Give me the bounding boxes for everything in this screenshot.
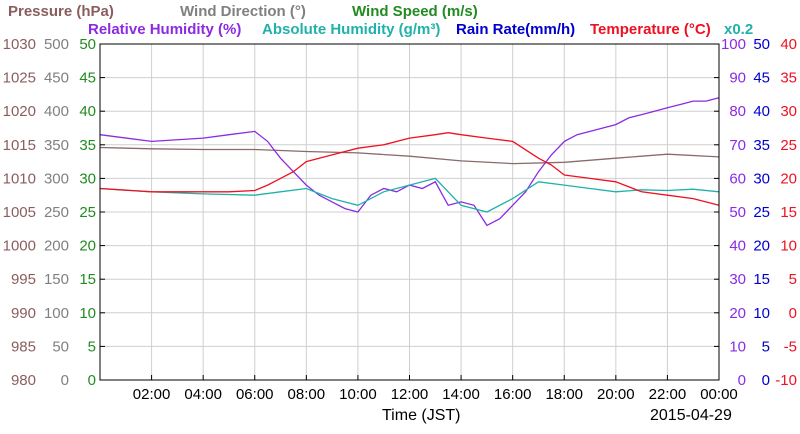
- y-tick-label-wind-dir: 350: [44, 137, 69, 154]
- y-tick-label-wind-dir: 150: [44, 271, 69, 288]
- x-tick-label: 16:00: [494, 386, 532, 403]
- x-axis-label: Time (JST): [382, 407, 461, 424]
- y-tick-label-pressure: 1000: [3, 238, 36, 255]
- y-tick-label-rain: 10: [753, 305, 770, 322]
- x-tick-label: 10:00: [339, 386, 377, 403]
- legend-rain-rate: Rain Rate(mm/h): [456, 21, 575, 38]
- x-tick-label: 14:00: [442, 386, 480, 403]
- y-tick-label-temp: 20: [780, 170, 797, 187]
- series-line-wind-speed: [99, 177, 720, 213]
- y-tick-label-pressure: 990: [11, 305, 36, 322]
- legend-temperature: Temperature (°C): [590, 21, 711, 38]
- y-tick-label-pressure: 985: [11, 338, 36, 355]
- y-tick-label-wind-speed: 25: [79, 204, 96, 221]
- y-tick-label-temp: 30: [780, 103, 797, 120]
- y-tick-label-wind-dir: 400: [44, 103, 69, 120]
- y-tick-label-wind-dir: 0: [61, 372, 69, 389]
- legend-wind-speed: Wind Speed (m/s): [352, 3, 478, 20]
- series-line-rh: [99, 97, 720, 227]
- y-tick-label-wind-dir: 50: [52, 338, 69, 355]
- x-tick-label: 08:00: [288, 386, 326, 403]
- y-tick-label-rain: 50: [753, 36, 770, 53]
- legend-pressure: Pressure (hPa): [8, 3, 114, 20]
- y-tick-label-wind-speed: 50: [79, 36, 96, 53]
- x-tick-label: 06:00: [236, 386, 274, 403]
- axes: 1030102510201015101010051000995990985980…: [3, 36, 797, 389]
- y-tick-label-pressure: 980: [11, 372, 36, 389]
- y-tick-label-rh: 10: [729, 338, 746, 355]
- series-layer: [99, 97, 720, 227]
- y-tick-label-rain: 5: [762, 338, 770, 355]
- y-tick-label-wind-dir: 500: [44, 36, 69, 53]
- y-tick-label-wind-speed: 15: [79, 271, 96, 288]
- y-tick-label-temp: 40: [780, 36, 797, 53]
- x-axis-ticks: 02:00 04:00 06:00 08:00 10:00 12:00 14:00 16:00…: [133, 375, 738, 403]
- y-tick-label-wind-dir: 300: [44, 170, 69, 187]
- y-tick-label-temp: 25: [780, 137, 797, 154]
- y-tick-label-wind-speed: 30: [79, 170, 96, 187]
- y-tick-label-pressure: 1010: [3, 170, 36, 187]
- x-tick-label: 20:00: [597, 386, 635, 403]
- x-tick-label: 18:00: [545, 386, 583, 403]
- x-tick-label: 22:00: [649, 386, 687, 403]
- y-tick-label-pressure: 995: [11, 271, 36, 288]
- y-tick-label-pressure: 1025: [3, 70, 36, 87]
- y-tick-label-rain: 40: [753, 103, 770, 120]
- y-tick-label-wind-dir: 200: [44, 238, 69, 255]
- y-tick-label-wind-speed: 20: [79, 238, 96, 255]
- legend-relative-humidity: Relative Humidity (%): [88, 21, 241, 38]
- y-tick-label-temp: 10: [780, 238, 797, 255]
- y-tick-label-rh: 100: [721, 36, 746, 53]
- legend-row-2: Relative Humidity (%) Absolute Humidity …: [88, 21, 753, 38]
- legend-wind-direction: Wind Direction (°): [180, 3, 306, 20]
- y-tick-label-pressure: 1015: [3, 137, 36, 154]
- y-tick-label-temp: 35: [780, 70, 797, 87]
- x-tick-label: 00:00: [700, 386, 738, 403]
- y-tick-label-rain: 20: [753, 238, 770, 255]
- y-tick-label-rain: 30: [753, 170, 770, 187]
- y-tick-label-rh: 90: [729, 70, 746, 87]
- y-tick-label-rain: 25: [753, 204, 770, 221]
- y-tick-label-rh: 40: [729, 238, 746, 255]
- y-tick-label-temp: -5: [784, 338, 797, 355]
- series-line-temp: [99, 132, 720, 206]
- y-tick-label-pressure: 1020: [3, 103, 36, 120]
- y-tick-label-temp: 15: [780, 204, 797, 221]
- y-tick-label-temp: -10: [775, 372, 797, 389]
- y-tick-label-wind-dir: 100: [44, 305, 69, 322]
- y-tick-label-rh: 60: [729, 170, 746, 187]
- y-tick-label-wind-speed: 45: [79, 70, 96, 87]
- y-tick-label-rain: 35: [753, 137, 770, 154]
- y-tick-label-temp: 0: [789, 305, 797, 322]
- y-tick-label-rain: 15: [753, 271, 770, 288]
- y-tick-label-rh: 30: [729, 271, 746, 288]
- x-tick-label: 02:00: [133, 386, 171, 403]
- y-tick-label-rh: 80: [729, 103, 746, 120]
- y-tick-label-wind-speed: 35: [79, 137, 96, 154]
- y-tick-label-wind-speed: 10: [79, 305, 96, 322]
- y-tick-label-rh: 50: [729, 204, 746, 221]
- y-tick-label-wind-speed: 40: [79, 103, 96, 120]
- legend-absolute-humidity: Absolute Humidity (g/m³): [262, 21, 440, 38]
- date-label: 2015-04-29: [650, 407, 732, 424]
- y-tick-label-rain: 45: [753, 70, 770, 87]
- y-tick-label-rh: 70: [729, 137, 746, 154]
- x-tick-label: 12:00: [391, 386, 429, 403]
- y-tick-label-temp: 5: [789, 271, 797, 288]
- y-tick-label-rain: 0: [762, 372, 770, 389]
- y-tick-label-pressure: 1005: [3, 204, 36, 221]
- y-tick-label-wind-dir: 450: [44, 70, 69, 87]
- x-tick-label: 04:00: [184, 386, 222, 403]
- legend-row-1: Pressure (hPa) Wind Direction (°) Wind S…: [8, 3, 478, 20]
- y-tick-label-pressure: 1030: [3, 36, 36, 53]
- absolute-humidity-scale-note: x0.2: [724, 21, 753, 38]
- y-tick-label-rh: 0: [738, 372, 746, 389]
- y-tick-label-wind-dir: 250: [44, 204, 69, 221]
- series-line-pressure: [99, 146, 720, 165]
- y-tick-label-wind-speed: 0: [88, 372, 96, 389]
- y-tick-label-rh: 20: [729, 305, 746, 322]
- y-tick-label-wind-speed: 5: [88, 338, 96, 355]
